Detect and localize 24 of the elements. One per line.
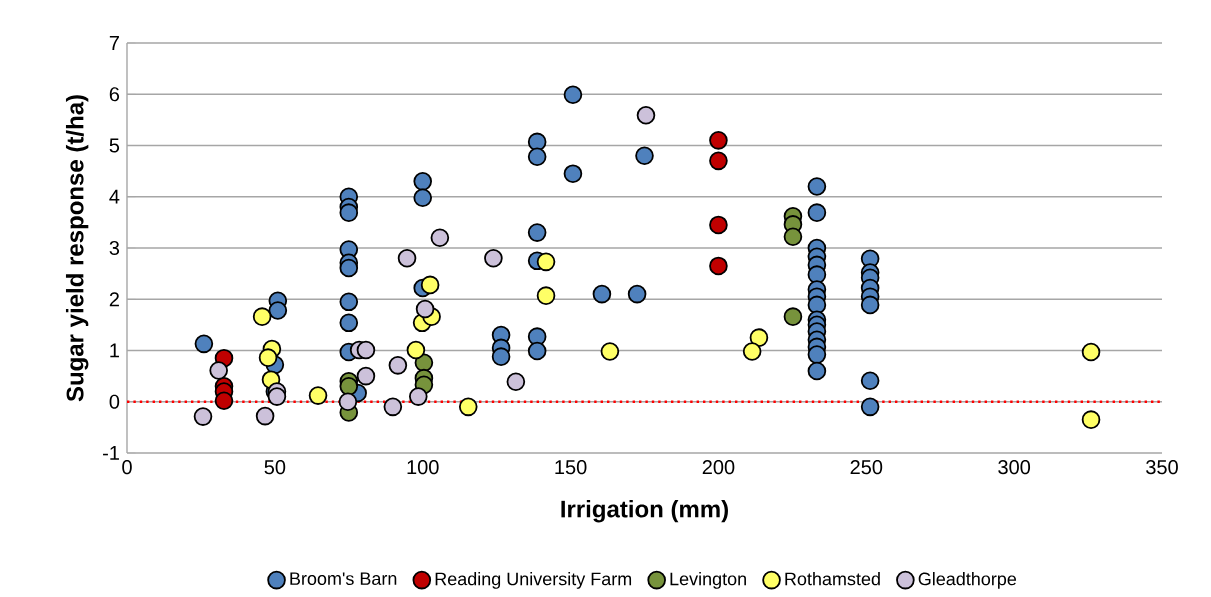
y-tick-label: 3 [109,240,120,256]
legend-label: Broom's Barn [290,572,397,585]
x-tick-label: 150 [555,460,587,475]
y-tick-label: 1 [110,343,119,358]
x-tick-label: 0 [122,460,132,475]
legend-label: Reading University Farm [435,572,632,589]
x-tick-label: 350 [1146,460,1178,475]
y-tick-label: 7 [109,36,119,50]
y-tick-label: 0 [109,394,120,409]
legend-label: Gleadthorpe [918,572,1017,589]
x-tick-label: 300 [998,460,1031,475]
x-tick-label: 100 [407,460,439,475]
y-tick-label: -1 [103,446,119,460]
legend-label: Rothamsted [785,572,880,586]
y-tick-label: 5 [109,138,120,153]
x-axis-title: Irrigation (mm) [561,499,728,523]
y-tick-label: 6 [109,87,120,102]
y-tick-label: 4 [109,189,120,204]
x-tick-label: 200 [702,460,735,475]
y-axis-title: Sugar yield response (t/ha) [65,95,89,402]
legend-label: Levington [670,572,746,589]
x-tick-label: 250 [850,460,883,475]
y-tick-label: 2 [109,292,119,307]
x-tick-label: 50 [264,460,286,475]
